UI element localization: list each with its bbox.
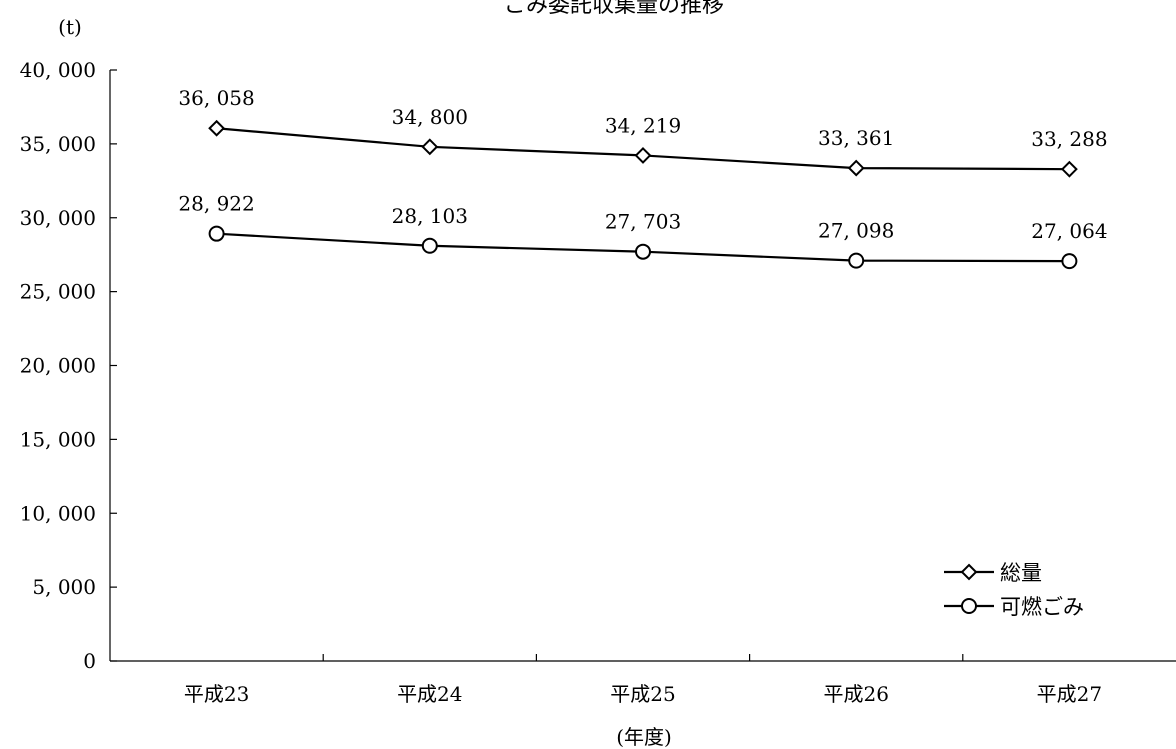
circle-marker — [635, 243, 651, 260]
circle-marker — [961, 598, 977, 614]
data-labels: 36, 058 34, 800 34, 219 33, 361 33, 288 28, 9… — [178, 86, 1107, 243]
data-label: 34, 800 — [392, 105, 468, 129]
x-tick-label: 平成24 — [397, 682, 462, 706]
legend-item: 総量 — [944, 561, 1042, 585]
circle-marker — [421, 237, 438, 254]
data-label: 28, 922 — [178, 192, 254, 216]
legend-label: 総量 — [1000, 561, 1042, 585]
series-total — [208, 119, 1078, 178]
y-axis: 0 5, 000 10, 000 15, 000 20, 000 25, 000 30, 0… — [20, 58, 117, 673]
chart-title: ごみ委託収集量の推移 — [504, 0, 724, 18]
legend-item: 可燃ごみ — [944, 595, 1084, 619]
y-tick-label: 25, 000 — [20, 280, 96, 304]
x-tick-label: 平成26 — [823, 682, 888, 706]
series-layer — [208, 119, 1078, 270]
legend-label: 可燃ごみ — [1000, 595, 1084, 619]
diamond-marker — [421, 138, 439, 156]
y-tick-label: 30, 000 — [20, 206, 96, 230]
data-label: 33, 288 — [1031, 127, 1107, 151]
y-tick-label: 10, 000 — [20, 501, 96, 525]
diamond-marker — [847, 159, 865, 177]
y-axis-unit: (t) — [58, 15, 82, 39]
y-tick-label: 40, 000 — [20, 58, 96, 82]
y-tick-label: 0 — [83, 649, 96, 673]
data-label: 27, 703 — [605, 210, 681, 234]
diamond-marker — [1060, 160, 1078, 178]
y-tick-label: 5, 000 — [32, 575, 96, 599]
x-tick-label: 平成23 — [184, 682, 249, 706]
data-label: 28, 103 — [392, 204, 468, 228]
diamond-marker — [634, 147, 652, 164]
x-axis: 平成23 平成24 平成25 平成26 平成27 — [110, 654, 1176, 706]
x-tick-label: 平成25 — [610, 682, 675, 706]
y-tick-label: 20, 000 — [20, 354, 96, 378]
circle-marker — [1061, 253, 1078, 270]
data-label: 34, 219 — [605, 113, 681, 137]
series-combustible — [208, 225, 1078, 270]
diamond-marker — [208, 119, 226, 137]
data-label: 33, 361 — [818, 126, 894, 150]
data-label: 36, 058 — [178, 86, 254, 110]
data-label: 27, 064 — [1031, 219, 1107, 243]
y-tick-label: 15, 000 — [20, 427, 96, 451]
y-tick-label: 35, 000 — [20, 132, 96, 156]
x-tick-label: 平成27 — [1037, 682, 1102, 706]
circle-marker — [208, 225, 225, 242]
x-axis-title: (年度) — [616, 725, 672, 749]
circle-marker — [848, 252, 865, 269]
data-label: 27, 098 — [818, 219, 894, 243]
diamond-marker — [960, 563, 978, 581]
